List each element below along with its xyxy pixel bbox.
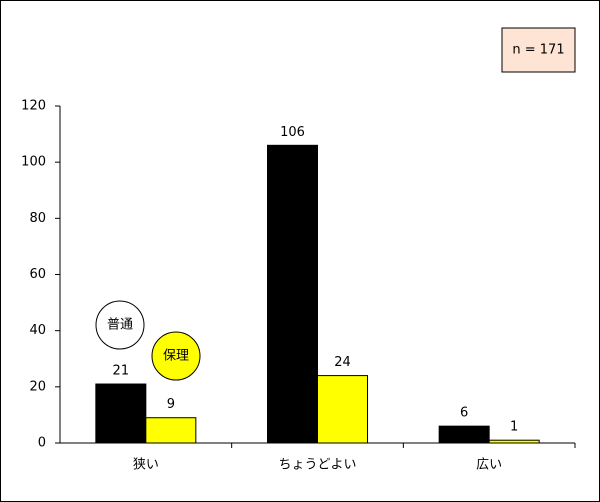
y-tick-label: 20	[29, 379, 46, 394]
bar	[317, 375, 368, 444]
data-label: 6	[460, 406, 468, 421]
bar	[438, 425, 490, 444]
x-tick-label: 広い	[476, 458, 502, 473]
legend-label: 保理	[163, 349, 189, 364]
x-tick-label: ちょうどよい	[278, 458, 356, 473]
x-tick-label: 狭い	[133, 458, 159, 473]
legend-label: 普通	[107, 318, 133, 333]
bar	[488, 439, 540, 444]
annotation-box	[501, 27, 576, 73]
y-tick-label: 80	[29, 211, 46, 226]
y-tick-label: 60	[29, 267, 46, 282]
bar	[95, 383, 147, 444]
y-tick-label: 40	[29, 323, 46, 338]
legend-marker	[95, 300, 145, 350]
data-label: 1	[510, 420, 518, 435]
y-tick-label: 0	[38, 436, 46, 451]
data-label: 21	[113, 364, 130, 379]
bar	[145, 417, 197, 444]
annotation: n = 171	[512, 43, 564, 58]
y-tick-label: 120	[21, 99, 46, 114]
data-label: 106	[280, 125, 305, 140]
data-label: 9	[167, 397, 175, 412]
data-label: 24	[334, 355, 351, 370]
y-tick-label: 100	[21, 155, 46, 170]
legend-marker	[151, 331, 201, 381]
bar	[267, 144, 318, 444]
